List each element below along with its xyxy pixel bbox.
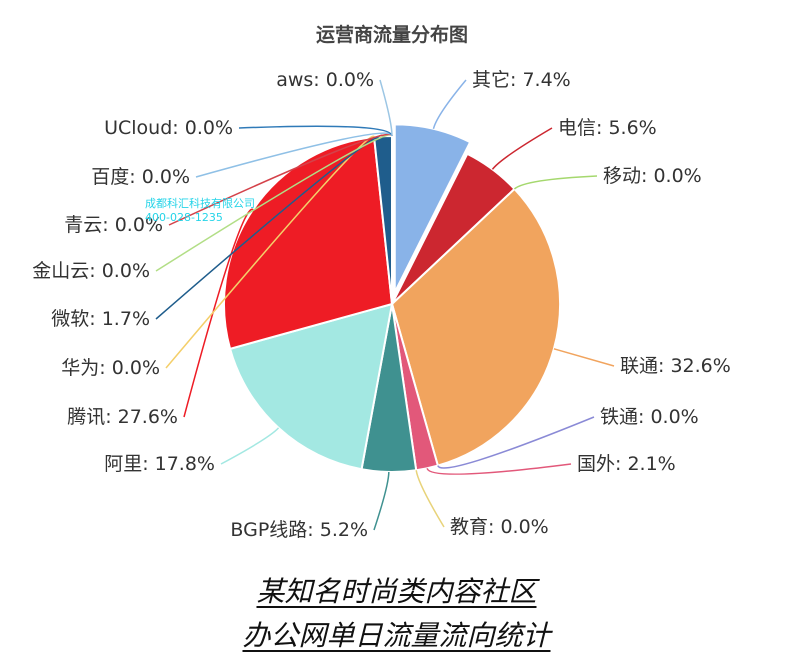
label-其它: 其它: 7.4% bbox=[472, 69, 571, 91]
chart-title: 运营商流量分布图 bbox=[316, 23, 468, 46]
label-国外: 国外: 2.1% bbox=[577, 453, 676, 475]
leader-line-aws bbox=[379, 79, 393, 137]
leader-line-ucloud bbox=[238, 125, 393, 137]
label-教育: 教育: 0.0% bbox=[450, 516, 549, 538]
leader-line-联通 bbox=[553, 348, 615, 367]
label-aws: aws: 0.0% bbox=[276, 69, 374, 91]
leader-line-电信 bbox=[491, 127, 553, 170]
leader-line-百度 bbox=[195, 132, 393, 178]
watermark: 成都科汇科技有限公司 400-028-1235 bbox=[145, 196, 255, 224]
label-移动: 移动: 0.0% bbox=[603, 165, 702, 187]
pie-slices bbox=[223, 123, 561, 473]
leader-line-国外 bbox=[426, 463, 572, 475]
leader-line-其它 bbox=[432, 79, 467, 130]
leader-line-青云 bbox=[168, 133, 393, 226]
caption-line-2: 办公网单日流量流向统计 bbox=[242, 619, 551, 652]
watermark-phone: 400-028-1235 bbox=[145, 211, 223, 224]
caption-line-1: 某知名时尚类内容社区 bbox=[256, 575, 537, 608]
label-ucloud: UCloud: 0.0% bbox=[104, 117, 233, 139]
label-微软: 微软: 1.7% bbox=[51, 308, 150, 330]
leader-line-阿里 bbox=[220, 427, 280, 465]
label-腾讯: 腾讯: 27.6% bbox=[67, 406, 178, 428]
watermark-company: 成都科汇科技有限公司 bbox=[145, 196, 255, 210]
leader-line-华为 bbox=[165, 135, 375, 369]
leader-line-bgp线路 bbox=[373, 471, 390, 531]
label-青云: 青云: 0.0% bbox=[64, 214, 163, 236]
label-阿里: 阿里: 17.8% bbox=[104, 453, 215, 475]
label-联通: 联通: 32.6% bbox=[620, 355, 731, 377]
leader-lines bbox=[155, 79, 615, 531]
label-bgp线路: BGP线路: 5.2% bbox=[230, 519, 368, 541]
leader-line-移动 bbox=[513, 175, 598, 190]
pie-chart: 运营商流量分布图 其它: 7.4% 电信: 5.6% 移动: 0.0% 联通: 32.… bbox=[32, 23, 731, 541]
label-百度: 百度: 0.0% bbox=[91, 166, 190, 188]
leader-line-教育 bbox=[415, 470, 445, 528]
slice-labels: 其它: 7.4% 电信: 5.6% 移动: 0.0% 联通: 32.6% 铁通: 0.0… bbox=[32, 69, 731, 541]
label-铁通: 铁通: 0.0% bbox=[600, 406, 699, 428]
leader-line-铁通 bbox=[437, 416, 595, 469]
label-电信: 电信: 5.6% bbox=[558, 117, 657, 139]
label-金山云: 金山云: 0.0% bbox=[32, 260, 150, 282]
leader-line-腾讯 bbox=[183, 208, 254, 418]
label-华为: 华为: 0.0% bbox=[61, 357, 160, 379]
leader-line-金山云 bbox=[155, 134, 393, 272]
